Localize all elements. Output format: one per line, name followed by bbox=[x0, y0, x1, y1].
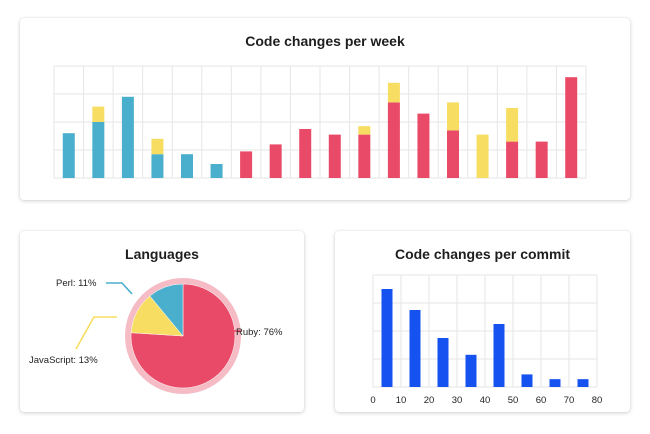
pie-label-perl: Perl: 11% bbox=[56, 278, 97, 289]
pie-leader-perl bbox=[106, 282, 133, 295]
pie-label-ruby: Ruby: 76% bbox=[236, 327, 283, 338]
commit-changes-card: Code changes per commit 0 10 20 30 40 50 60 70 8… bbox=[335, 231, 630, 412]
x-tick-label: 70 bbox=[564, 395, 575, 406]
commit-bar bbox=[493, 324, 505, 387]
bar-segment-red bbox=[299, 129, 312, 178]
commit-bar bbox=[381, 289, 393, 387]
commit-bar bbox=[521, 374, 533, 387]
x-tick-label: 10 bbox=[396, 395, 407, 406]
bar-segment-red bbox=[535, 141, 548, 178]
x-tick-label: 60 bbox=[536, 395, 547, 406]
bar-segment-yellow bbox=[358, 126, 371, 135]
bar-segment-yellow bbox=[476, 134, 489, 178]
bar-segment-red bbox=[565, 77, 578, 178]
commit-bar bbox=[437, 338, 449, 387]
weekly-grid bbox=[53, 65, 587, 179]
commit-bar bbox=[465, 354, 477, 387]
bar-segment-yellow bbox=[387, 82, 400, 103]
commit-bar bbox=[409, 310, 421, 387]
weekly-chart-title: Code changes per week bbox=[245, 33, 405, 49]
x-tick-label: 30 bbox=[452, 395, 463, 406]
x-tick-label: 50 bbox=[508, 395, 519, 406]
bar-segment-red bbox=[328, 134, 341, 178]
x-tick-label: 20 bbox=[424, 395, 435, 406]
bar-segment-red bbox=[358, 134, 371, 178]
languages-pie-chart: Ruby: 76% JavaScript: 13% Perl: 11% bbox=[29, 278, 283, 394]
bar-segment-blue bbox=[210, 164, 223, 178]
weekly-changes-chart bbox=[53, 65, 587, 179]
bar-segment-yellow bbox=[447, 102, 459, 131]
bar-segment-red bbox=[240, 151, 253, 178]
weekly-changes-card: Code changes per week bbox=[20, 18, 630, 200]
bar-segment-red bbox=[269, 144, 282, 178]
x-tick-label: 80 bbox=[592, 395, 603, 406]
bar-segment-blue bbox=[92, 122, 105, 178]
bar-segment-red bbox=[506, 141, 519, 178]
bar-segment-red bbox=[417, 113, 430, 178]
bar-segment-yellow bbox=[92, 106, 105, 122]
bar-segment-red bbox=[447, 130, 459, 178]
bar-segment-yellow bbox=[506, 108, 519, 142]
commit-grid bbox=[372, 274, 598, 388]
languages-card: Languages Ruby: 76% JavaScript: 13% Perl: … bbox=[20, 231, 304, 412]
commit-chart-title: Code changes per commit bbox=[394, 246, 571, 262]
bar-segment-red bbox=[387, 102, 400, 178]
pie-label-javascript: JavaScript: 13% bbox=[29, 355, 98, 366]
bar-segment-blue bbox=[181, 154, 193, 178]
x-tick-label: 0 bbox=[370, 395, 375, 406]
x-tick-label: 40 bbox=[480, 395, 491, 406]
bar-segment-blue bbox=[121, 96, 134, 178]
languages-chart-title: Languages bbox=[125, 246, 199, 262]
bar-segment-yellow bbox=[151, 138, 164, 155]
commit-changes-chart: 0 10 20 30 40 50 60 70 80 bbox=[370, 274, 603, 406]
bar-segment-blue bbox=[151, 154, 164, 178]
pie-leader-javascript bbox=[75, 316, 117, 350]
commit-bar bbox=[577, 379, 589, 387]
commit-bar bbox=[549, 379, 561, 387]
pie-slice-perl bbox=[149, 283, 184, 337]
bar-segment-blue bbox=[62, 133, 75, 178]
